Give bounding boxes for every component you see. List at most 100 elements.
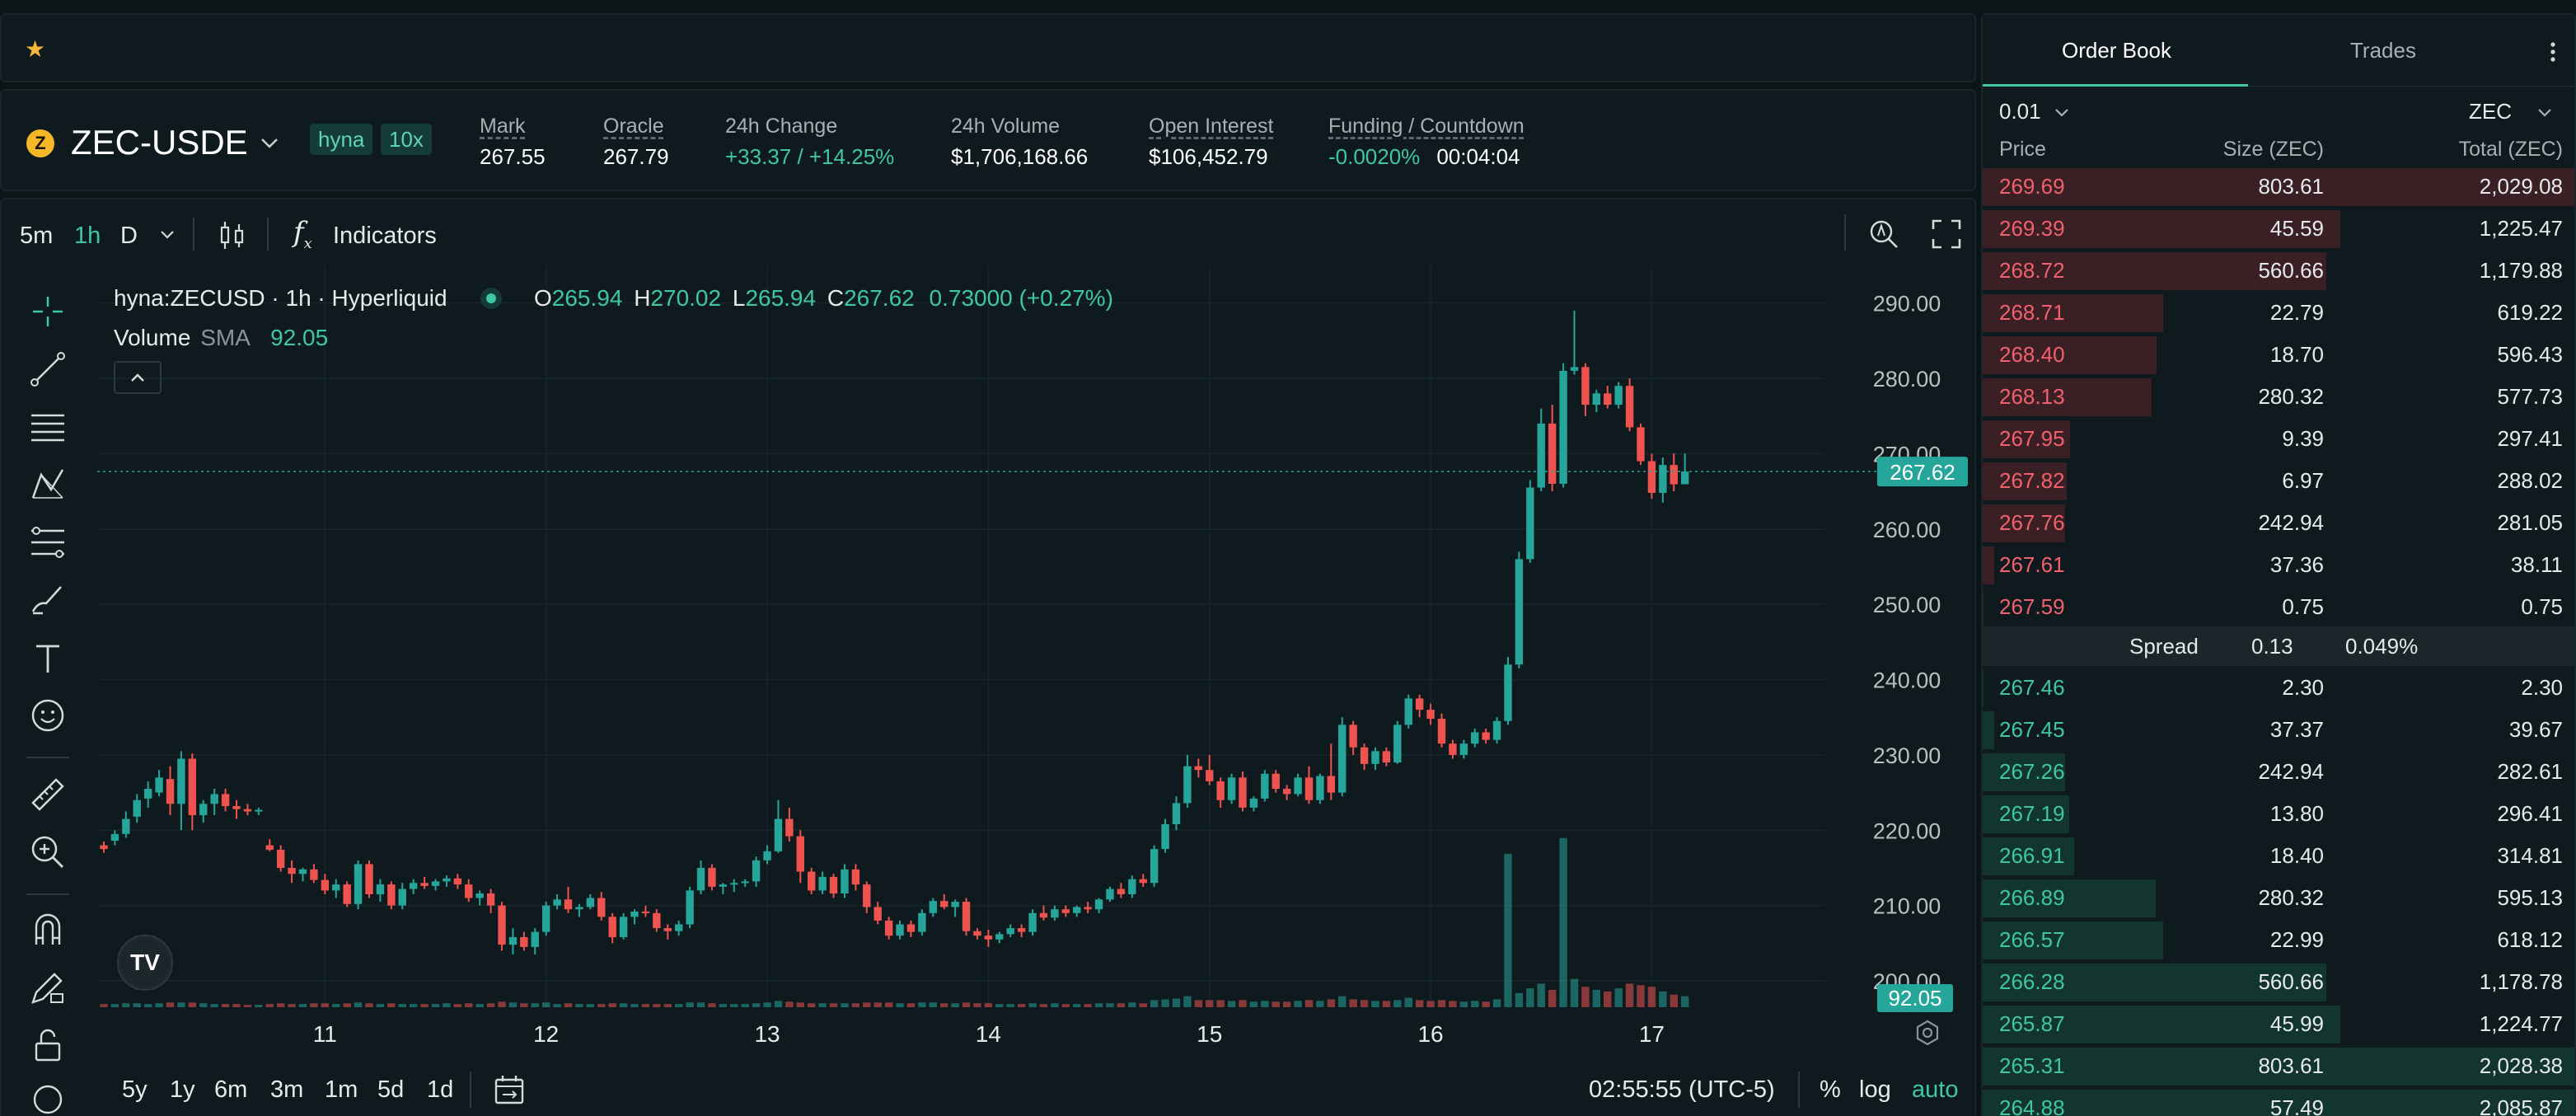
tab-trades[interactable]: Trades [2350, 38, 2416, 63]
bid-size: 13.80 [2269, 801, 2324, 826]
bid-row[interactable]: 267.19 13.80 296.41 [1983, 794, 2574, 833]
bid-total: 314.81 [2497, 843, 2563, 868]
volume-bar [1492, 999, 1501, 1007]
bid-row[interactable]: 266.28 560.66 1,178.78 [1983, 962, 2574, 1001]
indicators-icon[interactable]: fx [293, 216, 312, 252]
text-tool-icon[interactable] [26, 636, 69, 679]
ask-row[interactable]: 269.39 45.59 1,225.47 [1983, 209, 2574, 248]
pencil-lock-icon[interactable] [26, 966, 69, 1009]
bid-row[interactable]: 267.45 37.37 39.67 [1983, 710, 2574, 749]
candle-body [210, 794, 218, 804]
auto-scale-toggle[interactable]: auto [1912, 1076, 1959, 1103]
unit-select[interactable]: ZEC [2469, 99, 2512, 124]
horizontal-lines-icon[interactable] [26, 406, 69, 448]
volume-bar [276, 1003, 285, 1007]
range-1m[interactable]: 1m [325, 1076, 358, 1103]
volume-bar [906, 1003, 916, 1007]
chevron-down-icon[interactable] [2535, 102, 2555, 122]
chart-settings-icon[interactable] [1913, 1019, 1941, 1047]
tradingview-logo[interactable]: TV [117, 935, 173, 991]
volume-bar [818, 1003, 827, 1007]
ask-row[interactable]: 268.40 18.70 596.43 [1983, 335, 2574, 374]
bid-depth-bar [1983, 1006, 2340, 1043]
ask-row[interactable]: 268.72 560.66 1,179.88 [1983, 251, 2574, 290]
ask-row[interactable]: 267.95 9.39 297.41 [1983, 419, 2574, 458]
candle-body [1106, 889, 1114, 900]
stat-oracle: Oracle 267.79 [603, 115, 669, 169]
star-icon[interactable]: ★ [25, 36, 46, 62]
bid-price: 267.45 [1999, 717, 2065, 742]
bid-size: 560.66 [2258, 969, 2324, 994]
magnet-icon[interactable] [26, 908, 69, 951]
candle-body [1304, 777, 1314, 800]
bid-row[interactable]: 267.46 2.30 2.30 [1983, 668, 2574, 707]
volume-bar [796, 1002, 804, 1007]
interval-d[interactable]: D [120, 223, 138, 249]
interval-5m[interactable]: 5m [20, 223, 54, 249]
lock-icon[interactable] [26, 1024, 69, 1067]
percent-scale-toggle[interactable]: % [1820, 1076, 1841, 1103]
more-options-icon[interactable] [2543, 40, 2563, 64]
bid-row[interactable]: 266.89 280.32 595.13 [1983, 878, 2574, 917]
magnet-zoom-icon[interactable] [1866, 216, 1902, 252]
ask-row[interactable]: 267.59 0.75 0.75 [1983, 587, 2574, 626]
range-1d[interactable]: 1d [427, 1076, 454, 1103]
bid-row[interactable]: 265.31 803.61 2,028.38 [1983, 1046, 2574, 1086]
volume-bar [1449, 1001, 1457, 1007]
ask-row[interactable]: 267.61 37.36 38.11 [1983, 545, 2574, 584]
emoji-icon[interactable] [26, 694, 69, 737]
ask-depth-bar [1983, 210, 2340, 248]
chevron-down-icon[interactable] [259, 132, 280, 153]
ask-row[interactable]: 269.69 803.61 2,029.08 [1983, 166, 2574, 206]
volume-bar [1338, 996, 1347, 1007]
bid-row[interactable]: 265.87 45.99 1,224.77 [1983, 1004, 2574, 1043]
range-1y[interactable]: 1y [170, 1076, 195, 1103]
bid-row[interactable]: 264.88 57.49 2,085.87 [1983, 1088, 2574, 1116]
volume-bar [1239, 1000, 1247, 1007]
interval-1h[interactable]: 1h [74, 223, 101, 249]
ask-row[interactable]: 267.76 242.94 281.05 [1983, 503, 2574, 542]
range-5y[interactable]: 5y [122, 1076, 148, 1103]
volume-bar [1437, 1000, 1446, 1007]
chevron-down-icon[interactable] [2052, 102, 2072, 122]
interval-chevron-icon[interactable] [157, 221, 178, 242]
bid-row[interactable]: 266.57 22.99 618.12 [1983, 920, 2574, 959]
fib-icon[interactable] [26, 521, 69, 564]
orderbook-panel: Order Book Trades 0.01 ZEC Price Size (Z… [1981, 13, 2576, 1116]
ask-row[interactable]: 268.13 280.32 577.73 [1983, 377, 2574, 416]
eye-icon[interactable] [26, 1078, 69, 1116]
ask-row[interactable]: 267.82 6.97 288.02 [1983, 461, 2574, 500]
candle-body [1139, 879, 1147, 884]
ask-row[interactable]: 268.71 22.79 619.22 [1983, 293, 2574, 332]
candle-body [1559, 370, 1567, 484]
bid-row[interactable]: 267.26 242.94 282.61 [1983, 752, 2574, 791]
collapse-legend-button[interactable] [114, 361, 162, 394]
price-chart[interactable]: 290.00280.00270.00260.00250.00240.00230.… [97, 265, 1973, 1057]
volume-value-badge [1877, 984, 1953, 1012]
candle-body [597, 898, 606, 917]
ruler-icon[interactable] [26, 773, 69, 816]
bid-price: 265.31 [1999, 1053, 2065, 1078]
range-5d[interactable]: 5d [377, 1076, 405, 1103]
candle-body [1515, 559, 1524, 665]
bid-row[interactable]: 266.91 18.40 314.81 [1983, 836, 2574, 875]
crosshair-icon[interactable] [26, 290, 69, 333]
trendline-icon[interactable] [26, 348, 69, 391]
candle-body [298, 869, 307, 875]
zoom-in-icon[interactable] [26, 831, 69, 874]
tab-order-book[interactable]: Order Book [2062, 38, 2171, 63]
volume-bar [1304, 1000, 1314, 1007]
range-3m[interactable]: 3m [270, 1076, 304, 1103]
pattern-icon[interactable] [26, 463, 69, 506]
pair-selector[interactable]: ZEC-USDE [71, 123, 248, 162]
log-scale-toggle[interactable]: log [1859, 1076, 1891, 1103]
bid-price: 267.46 [1999, 675, 2065, 700]
fullscreen-icon[interactable] [1928, 216, 1965, 252]
candle-type-icon[interactable] [216, 218, 249, 254]
brush-icon[interactable] [26, 579, 69, 621]
date-range-icon[interactable] [491, 1071, 527, 1108]
tick-size-select[interactable]: 0.01 [1999, 99, 2041, 124]
indicators-button[interactable]: Indicators [333, 223, 437, 249]
range-6m[interactable]: 6m [214, 1076, 248, 1103]
volume-bar [962, 1002, 971, 1007]
